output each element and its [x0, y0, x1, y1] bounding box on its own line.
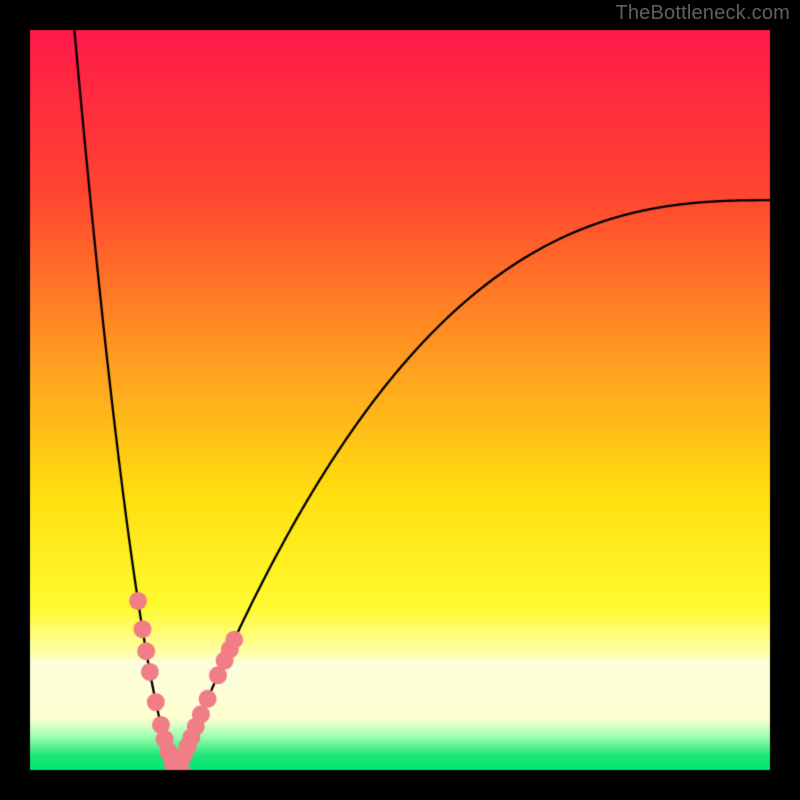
chart-container: TheBottleneck.com: [0, 0, 800, 800]
bottleneck-curve-chart: [0, 0, 800, 800]
watermark-text: TheBottleneck.com: [615, 2, 790, 25]
